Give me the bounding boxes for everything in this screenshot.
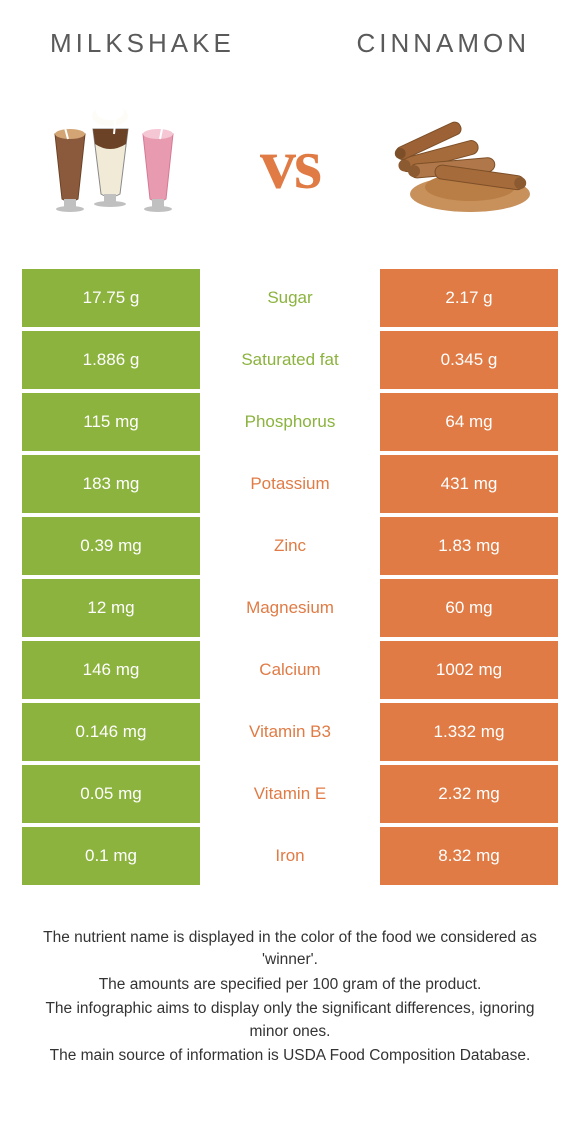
nutrient-label-cell: Magnesium xyxy=(200,579,380,637)
table-row: 183 mgPotassium431 mg xyxy=(22,455,558,513)
left-value-cell: 17.75 g xyxy=(22,269,200,327)
table-row: 0.39 mgZinc1.83 mg xyxy=(22,517,558,575)
left-value-cell: 1.886 g xyxy=(22,331,200,389)
nutrient-label-cell: Iron xyxy=(200,827,380,885)
left-value-cell: 0.146 mg xyxy=(22,703,200,761)
right-food-title: Cinnamon xyxy=(356,28,530,59)
header-titles: Milkshake Cinnamon xyxy=(0,0,580,69)
milkshake-image xyxy=(30,89,200,239)
nutrient-label-cell: Vitamin B3 xyxy=(200,703,380,761)
hero-row: vs xyxy=(0,69,580,269)
nutrient-label-cell: Phosphorus xyxy=(200,393,380,451)
table-row: 115 mgPhosphorus64 mg xyxy=(22,393,558,451)
right-value-cell: 1.83 mg xyxy=(380,517,558,575)
left-value-cell: 0.1 mg xyxy=(22,827,200,885)
right-value-cell: 60 mg xyxy=(380,579,558,637)
footnotes: The nutrient name is displayed in the co… xyxy=(0,889,580,1068)
cinnamon-image xyxy=(380,89,550,239)
right-value-cell: 431 mg xyxy=(380,455,558,513)
nutrient-label-cell: Sugar xyxy=(200,269,380,327)
right-value-cell: 0.345 g xyxy=(380,331,558,389)
left-food-title: Milkshake xyxy=(50,28,235,59)
right-value-cell: 1.332 mg xyxy=(380,703,558,761)
right-value-cell: 2.32 mg xyxy=(380,765,558,823)
left-value-cell: 115 mg xyxy=(22,393,200,451)
nutrient-label-cell: Vitamin E xyxy=(200,765,380,823)
footnote-line: The main source of information is USDA F… xyxy=(30,1045,550,1067)
footnote-line: The nutrient name is displayed in the co… xyxy=(30,927,550,972)
right-value-cell: 64 mg xyxy=(380,393,558,451)
milkshake-icon xyxy=(30,89,200,239)
comparison-table: 17.75 gSugar2.17 g1.886 gSaturated fat0.… xyxy=(22,269,558,885)
left-value-cell: 0.39 mg xyxy=(22,517,200,575)
table-row: 12 mgMagnesium60 mg xyxy=(22,579,558,637)
table-row: 0.146 mgVitamin B31.332 mg xyxy=(22,703,558,761)
footnote-line: The amounts are specified per 100 gram o… xyxy=(30,974,550,996)
table-row: 0.05 mgVitamin E2.32 mg xyxy=(22,765,558,823)
footnote-line: The infographic aims to display only the… xyxy=(30,998,550,1043)
right-value-cell: 2.17 g xyxy=(380,269,558,327)
table-row: 146 mgCalcium1002 mg xyxy=(22,641,558,699)
table-row: 17.75 gSugar2.17 g xyxy=(22,269,558,327)
left-value-cell: 12 mg xyxy=(22,579,200,637)
vs-label: vs xyxy=(260,123,320,206)
nutrient-label-cell: Potassium xyxy=(200,455,380,513)
left-value-cell: 0.05 mg xyxy=(22,765,200,823)
right-value-cell: 1002 mg xyxy=(380,641,558,699)
left-value-cell: 146 mg xyxy=(22,641,200,699)
cinnamon-icon xyxy=(380,99,550,229)
table-row: 0.1 mgIron8.32 mg xyxy=(22,827,558,885)
right-value-cell: 8.32 mg xyxy=(380,827,558,885)
table-row: 1.886 gSaturated fat0.345 g xyxy=(22,331,558,389)
nutrient-label-cell: Zinc xyxy=(200,517,380,575)
nutrient-label-cell: Calcium xyxy=(200,641,380,699)
left-value-cell: 183 mg xyxy=(22,455,200,513)
nutrient-label-cell: Saturated fat xyxy=(200,331,380,389)
